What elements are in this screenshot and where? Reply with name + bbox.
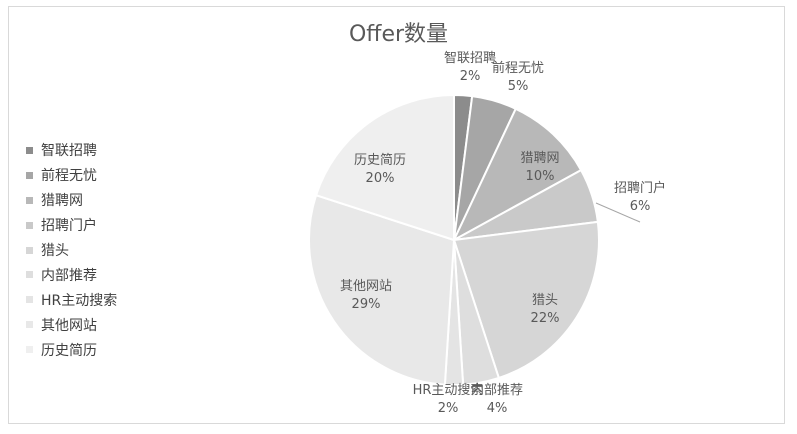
slice-percent-label: 20% <box>366 171 395 186</box>
legend-item: 猎聘网 <box>26 188 117 213</box>
legend-item: 智联招聘 <box>26 138 117 163</box>
legend-label: 猎聘网 <box>41 193 83 210</box>
slice-category-label: 历史简历 <box>354 152 406 168</box>
slice-percent-label: 22% <box>531 311 560 326</box>
legend-label: HR主动搜索 <box>41 292 118 309</box>
chart-title: Offer数量 <box>348 22 449 47</box>
slice-percent-label: 2% <box>438 401 459 416</box>
pie-slice <box>308 193 456 386</box>
slice-category-label: 猎头 <box>532 293 558 308</box>
slice-percent-label: 4% <box>487 401 508 416</box>
legend-item: 其他网站 <box>26 312 117 337</box>
slice-percent-label: 2% <box>460 69 481 84</box>
legend-swatch <box>26 171 33 179</box>
slice-percent-label: 10% <box>526 169 555 184</box>
pie-slice <box>314 93 455 242</box>
slice-category-label: 内部推荐 <box>471 382 523 398</box>
legend-swatch <box>26 196 33 204</box>
slice-category-label: 招聘门户 <box>614 180 666 196</box>
legend-swatch <box>26 321 33 329</box>
legend-item: HR主动搜索 <box>26 287 117 312</box>
legend-swatch <box>26 146 33 154</box>
slice-category-label: 猎聘网 <box>520 151 559 166</box>
slice-percent-label: 6% <box>630 199 651 214</box>
legend-swatch <box>26 296 33 304</box>
legend-item: 猎头 <box>26 238 117 263</box>
legend-label: 智联招聘 <box>41 143 97 160</box>
slice-category-label: HR主动搜索 <box>413 383 484 398</box>
pie-slice <box>452 220 600 380</box>
legend-label: 前程无忧 <box>41 168 97 185</box>
legend-item: 招聘门户 <box>26 213 117 238</box>
pie-slice <box>451 107 583 243</box>
legend-item: 内部推荐 <box>26 262 117 287</box>
slice-category-label: 智联招聘 <box>444 51 496 66</box>
chart-legend: 智联招聘前程无忧猎聘网招聘门户猎头内部推荐 HR主动搜索 其他网站历史简历 <box>26 138 117 362</box>
legend-swatch <box>26 346 33 354</box>
legend-label: 历史简历 <box>41 342 97 359</box>
legend-label: 猎头 <box>41 243 69 259</box>
legend-label: 招聘门户 <box>41 218 97 235</box>
leader-line <box>595 202 641 223</box>
legend-swatch <box>26 221 33 229</box>
legend-item: 历史简历 <box>26 337 117 362</box>
legend-swatch <box>26 246 33 254</box>
slice-percent-label: 29% <box>352 297 381 312</box>
legend-item: 前程无忧 <box>26 163 117 188</box>
legend-swatch <box>26 271 33 279</box>
slice-category-label: 其他网站 <box>340 279 392 294</box>
slice-category-label: 前程无忧 <box>492 60 544 76</box>
legend-label: 其他网站 <box>41 317 97 334</box>
legend-label: 内部推荐 <box>41 267 97 284</box>
slice-percent-label: 5% <box>508 79 529 94</box>
